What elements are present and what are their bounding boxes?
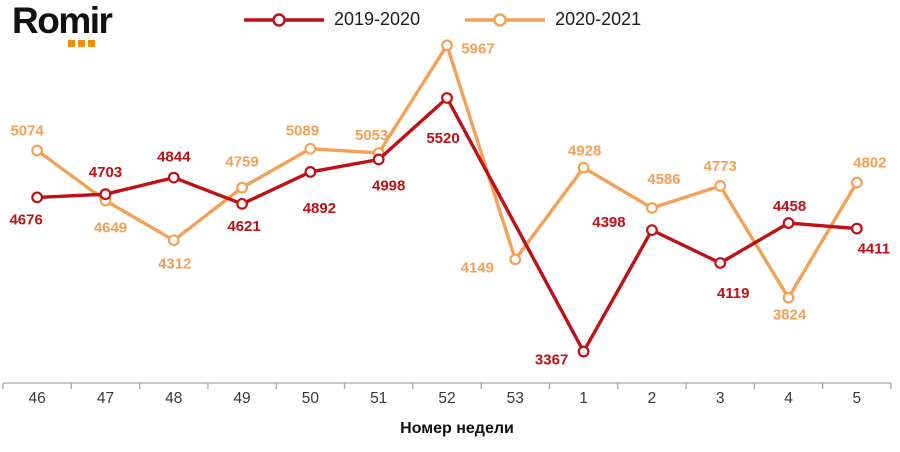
data-label: 4149 <box>461 259 494 276</box>
data-point-marker <box>714 180 727 192</box>
data-label: 5520 <box>426 130 459 147</box>
data-label: 4703 <box>89 164 122 181</box>
x-tick-label: 1 <box>579 390 588 407</box>
data-point-marker <box>441 39 453 52</box>
x-tick-label: 2 <box>648 390 657 407</box>
x-tick-label: 47 <box>97 390 114 407</box>
data-point-marker <box>99 188 112 201</box>
data-label: 3824 <box>773 307 807 324</box>
legend-label: 2019-2020 <box>334 9 421 29</box>
data-label: 3367 <box>535 352 568 369</box>
data-point-marker <box>31 191 44 204</box>
data-label: 4649 <box>94 220 127 237</box>
series-line-2019-2020 <box>35 96 859 354</box>
data-point-marker <box>782 217 795 229</box>
data-label: 4621 <box>227 218 260 235</box>
legend-item-2019-2020: 2019-2020 <box>243 9 420 30</box>
data-label: 4759 <box>225 154 258 171</box>
data-point-marker <box>304 166 317 178</box>
data-point-marker <box>31 144 44 157</box>
x-axis-title: Номер недели <box>400 420 514 437</box>
data-label: 4411 <box>858 241 891 258</box>
x-tick-label: 3 <box>716 390 725 407</box>
data-point-marker <box>714 257 727 269</box>
data-label: 4928 <box>568 143 601 160</box>
data-point-marker <box>850 176 863 189</box>
data-label: 4398 <box>592 214 625 231</box>
data-point-marker <box>441 92 453 104</box>
legend-item-2020-2021: 2020-2021 <box>464 9 641 30</box>
x-tick-label: 5 <box>853 390 862 407</box>
x-tick-label: 50 <box>302 390 320 407</box>
logo-dots-icon <box>68 40 95 47</box>
data-point-marker <box>304 142 317 155</box>
data-label: 4773 <box>704 158 737 175</box>
data-point-marker <box>509 253 522 266</box>
legend-line-marker-icon <box>465 12 546 27</box>
data-label: 4676 <box>9 211 42 228</box>
data-point-marker <box>167 234 180 247</box>
data-label: 4892 <box>303 200 336 217</box>
data-label: 5089 <box>286 123 319 140</box>
data-point-marker <box>167 171 180 184</box>
data-label: 4844 <box>157 149 191 166</box>
data-point-marker <box>236 181 248 194</box>
data-point-marker <box>782 291 795 304</box>
data-label: 4119 <box>717 285 750 302</box>
data-label: 5074 <box>10 123 44 140</box>
x-tick-label: 51 <box>370 390 387 407</box>
data-point-marker <box>236 197 248 210</box>
data-point-marker <box>372 153 385 166</box>
data-label: 4998 <box>372 177 405 194</box>
data-point-marker <box>577 161 590 174</box>
data-label: 5053 <box>355 127 388 144</box>
legend-label: 2020-2021 <box>555 9 642 29</box>
x-tick-label: 4 <box>784 390 793 407</box>
data-point-marker <box>577 345 590 358</box>
x-tick-label: 52 <box>438 390 455 407</box>
romir-logo: Romir <box>12 0 152 58</box>
x-tick-label: 53 <box>507 390 524 407</box>
x-tick-label: 48 <box>165 390 182 407</box>
logo-text: Romir <box>12 0 113 41</box>
data-label: 4312 <box>158 255 191 272</box>
data-label: 5967 <box>461 40 494 57</box>
x-tick-label: 49 <box>233 390 250 407</box>
x-tick-label: 46 <box>29 390 46 407</box>
data-point-marker <box>850 222 863 235</box>
data-point-marker <box>646 202 658 214</box>
data-label: 4586 <box>647 171 680 188</box>
legend-line-marker-icon <box>244 12 324 27</box>
data-label: 4802 <box>853 155 886 172</box>
chart-legend: 2019-2020 2020-2021 <box>243 9 641 30</box>
data-label: 4458 <box>773 198 806 215</box>
data-point-marker <box>646 224 658 237</box>
